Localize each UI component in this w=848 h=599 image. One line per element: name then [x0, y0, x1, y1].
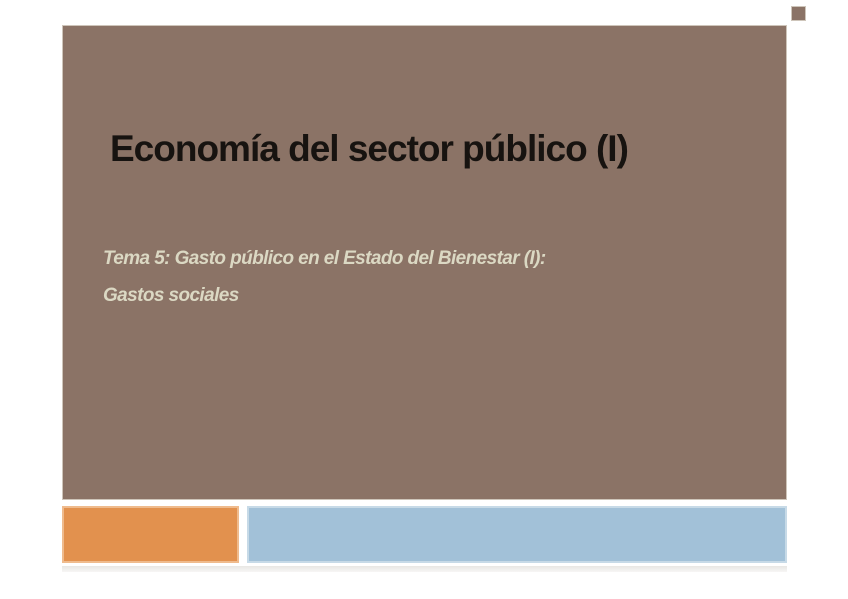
subtitle-line-1: Tema 5: Gasto público en el Estado del B… — [103, 248, 546, 269]
slide-title: Economía del sector público (I) — [110, 128, 629, 169]
corner-accent-square — [791, 6, 806, 21]
title-panel: Economía del sector público (I) Tema 5: … — [62, 25, 787, 500]
slide-subtitle: Tema 5: Gasto público en el Estado del B… — [103, 240, 546, 314]
accent-bar-orange — [62, 506, 239, 563]
accent-bar-blue — [247, 506, 787, 563]
reflection-strip — [62, 566, 787, 572]
subtitle-line-2: Gastos sociales — [103, 285, 239, 306]
